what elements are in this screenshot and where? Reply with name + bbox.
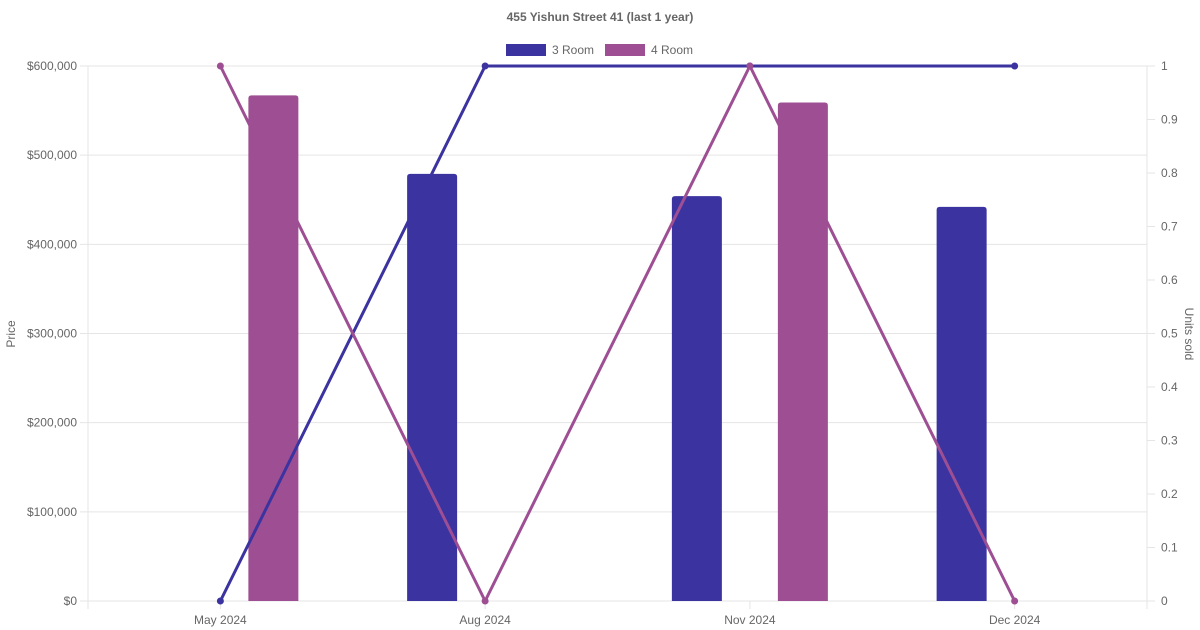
legend-swatch-3-room[interactable]: [506, 44, 546, 56]
y-right-tick-label: 0.6: [1161, 273, 1178, 287]
y-right-tick-label: 0.3: [1161, 434, 1178, 448]
y-left-tick-label: $500,000: [27, 148, 77, 162]
y-axis-left-ticks: $0 $100,000 $200,000 $300,000 $400,000 $500,0…: [27, 59, 77, 608]
point-4-room[interactable]: [481, 597, 489, 605]
bar-4-room[interactable]: [248, 95, 299, 602]
x-axis-ticks: May 2024 Aug 2024 Nov 2024 Dec 2024: [194, 613, 1041, 627]
y-right-tick-label: 0.1: [1161, 541, 1178, 555]
legend: 3 Room 4 Room: [506, 43, 693, 57]
legend-swatch-4-room[interactable]: [605, 44, 645, 56]
point-3-room[interactable]: [481, 62, 489, 70]
x-tick-label: May 2024: [194, 613, 247, 627]
legend-label-3-room[interactable]: 3 Room: [552, 43, 594, 57]
y-axis-left-title: Price: [4, 320, 18, 348]
y-left-tick-label: $300,000: [27, 327, 77, 341]
price-bars: [248, 95, 987, 602]
point-3-room[interactable]: [216, 597, 224, 605]
y-left-tick-label: $200,000: [27, 416, 77, 430]
point-3-room[interactable]: [1011, 62, 1019, 70]
y-axis-right-ticks: 0 0.1 0.2 0.3 0.4 0.5 0.6 0.7 0.8 0.9 1: [1161, 59, 1178, 608]
y-left-tick-label: $100,000: [27, 505, 77, 519]
line-4-room: [219, 64, 1016, 603]
bar-3-room[interactable]: [407, 173, 458, 601]
point-4-room[interactable]: [216, 62, 224, 70]
y-right-tick-label: 0.7: [1161, 220, 1178, 234]
point-4-room[interactable]: [1011, 597, 1019, 605]
y-right-tick-label: 0.2: [1161, 487, 1178, 501]
x-tick-label: Dec 2024: [989, 613, 1041, 627]
y-left-tick-label: $600,000: [27, 59, 77, 73]
gridlines: [80, 65, 1155, 609]
x-tick-label: Aug 2024: [459, 613, 511, 627]
units-sold-lines: [216, 62, 1019, 605]
y-right-tick-label: 0.5: [1161, 327, 1178, 341]
bar-4-room[interactable]: [777, 102, 828, 601]
legend-label-4-room[interactable]: 4 Room: [651, 43, 693, 57]
point-4-room[interactable]: [746, 62, 754, 70]
y-right-tick-label: 0.4: [1161, 380, 1178, 394]
bar-3-room[interactable]: [936, 206, 987, 601]
y-right-tick-label: 0.9: [1161, 113, 1178, 127]
y-right-tick-label: 0.8: [1161, 166, 1178, 180]
chart-title: 455 Yishun Street 41 (last 1 year): [507, 10, 694, 24]
y-right-tick-label: 1: [1161, 59, 1168, 73]
y-left-tick-label: $0: [64, 594, 78, 608]
bar-3-room[interactable]: [671, 196, 722, 601]
x-tick-label: Nov 2024: [724, 613, 776, 627]
y-left-tick-label: $400,000: [27, 237, 77, 251]
y-axis-right-title: Units sold: [1182, 308, 1196, 361]
y-right-tick-label: 0: [1161, 594, 1168, 608]
